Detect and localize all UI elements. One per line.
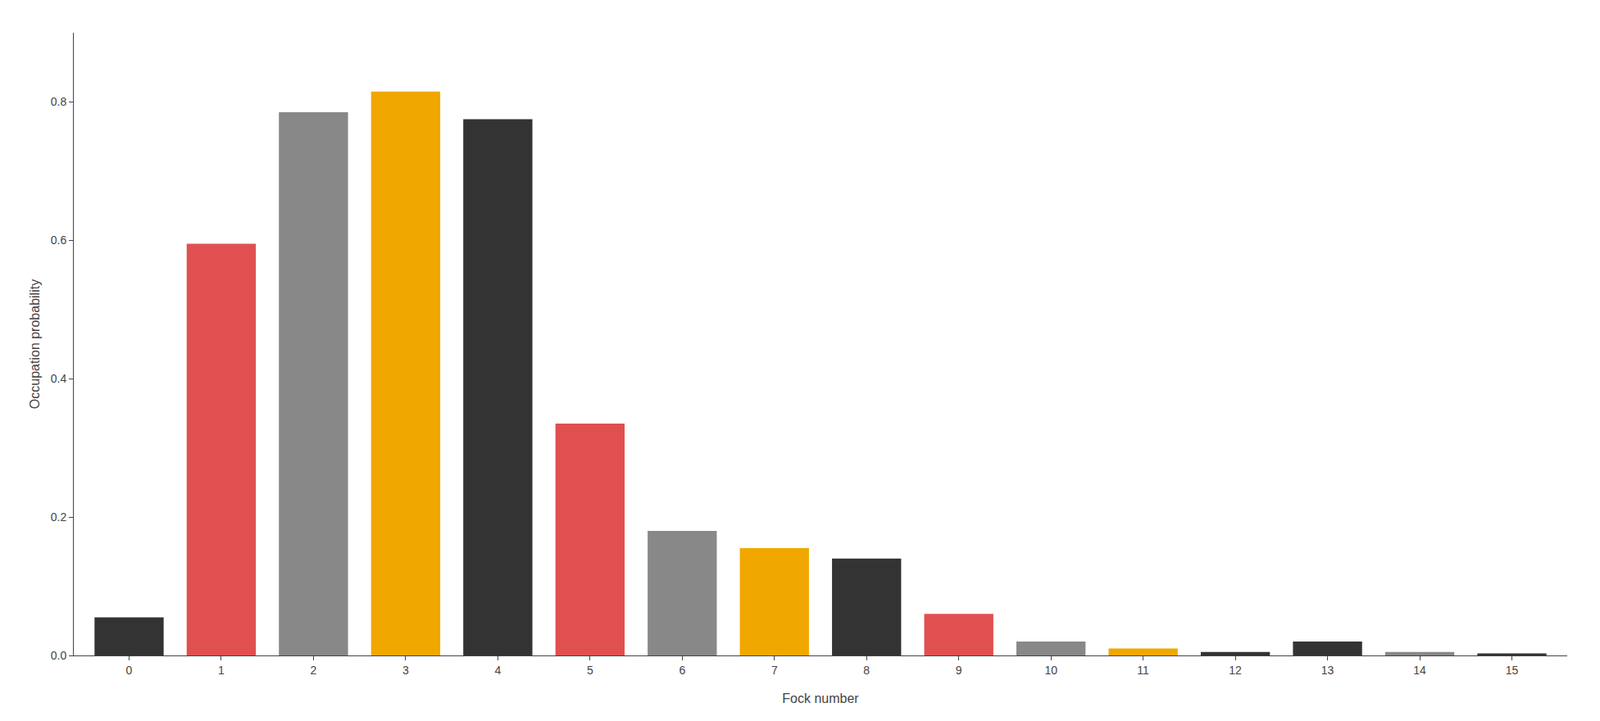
svg-text:3: 3: [402, 663, 410, 678]
svg-text:12: 12: [1228, 663, 1242, 678]
svg-text:0.0: 0.0: [50, 649, 68, 663]
svg-text:11: 11: [1136, 663, 1150, 678]
svg-text:0.4: 0.4: [50, 372, 68, 386]
svg-text:Fock number: Fock number: [781, 691, 860, 706]
svg-text:13: 13: [1321, 663, 1335, 678]
svg-text:9: 9: [955, 663, 963, 678]
svg-text:8: 8: [863, 663, 870, 678]
svg-text:14: 14: [1413, 663, 1427, 678]
svg-text:4: 4: [494, 663, 501, 678]
svg-text:2: 2: [310, 663, 318, 678]
svg-text:0: 0: [126, 663, 133, 678]
svg-text:6: 6: [678, 663, 686, 678]
svg-text:0.8: 0.8: [50, 95, 68, 109]
svg-text:1: 1: [218, 663, 225, 678]
svg-text:0.2: 0.2: [50, 510, 68, 524]
svg-text:Occupation probability: Occupation probability: [27, 279, 42, 410]
svg-text:15: 15: [1505, 663, 1519, 678]
svg-text:7: 7: [771, 663, 778, 678]
svg-text:0.6: 0.6: [50, 233, 68, 247]
svg-text:5: 5: [586, 663, 594, 678]
svg-text:10: 10: [1044, 663, 1058, 678]
